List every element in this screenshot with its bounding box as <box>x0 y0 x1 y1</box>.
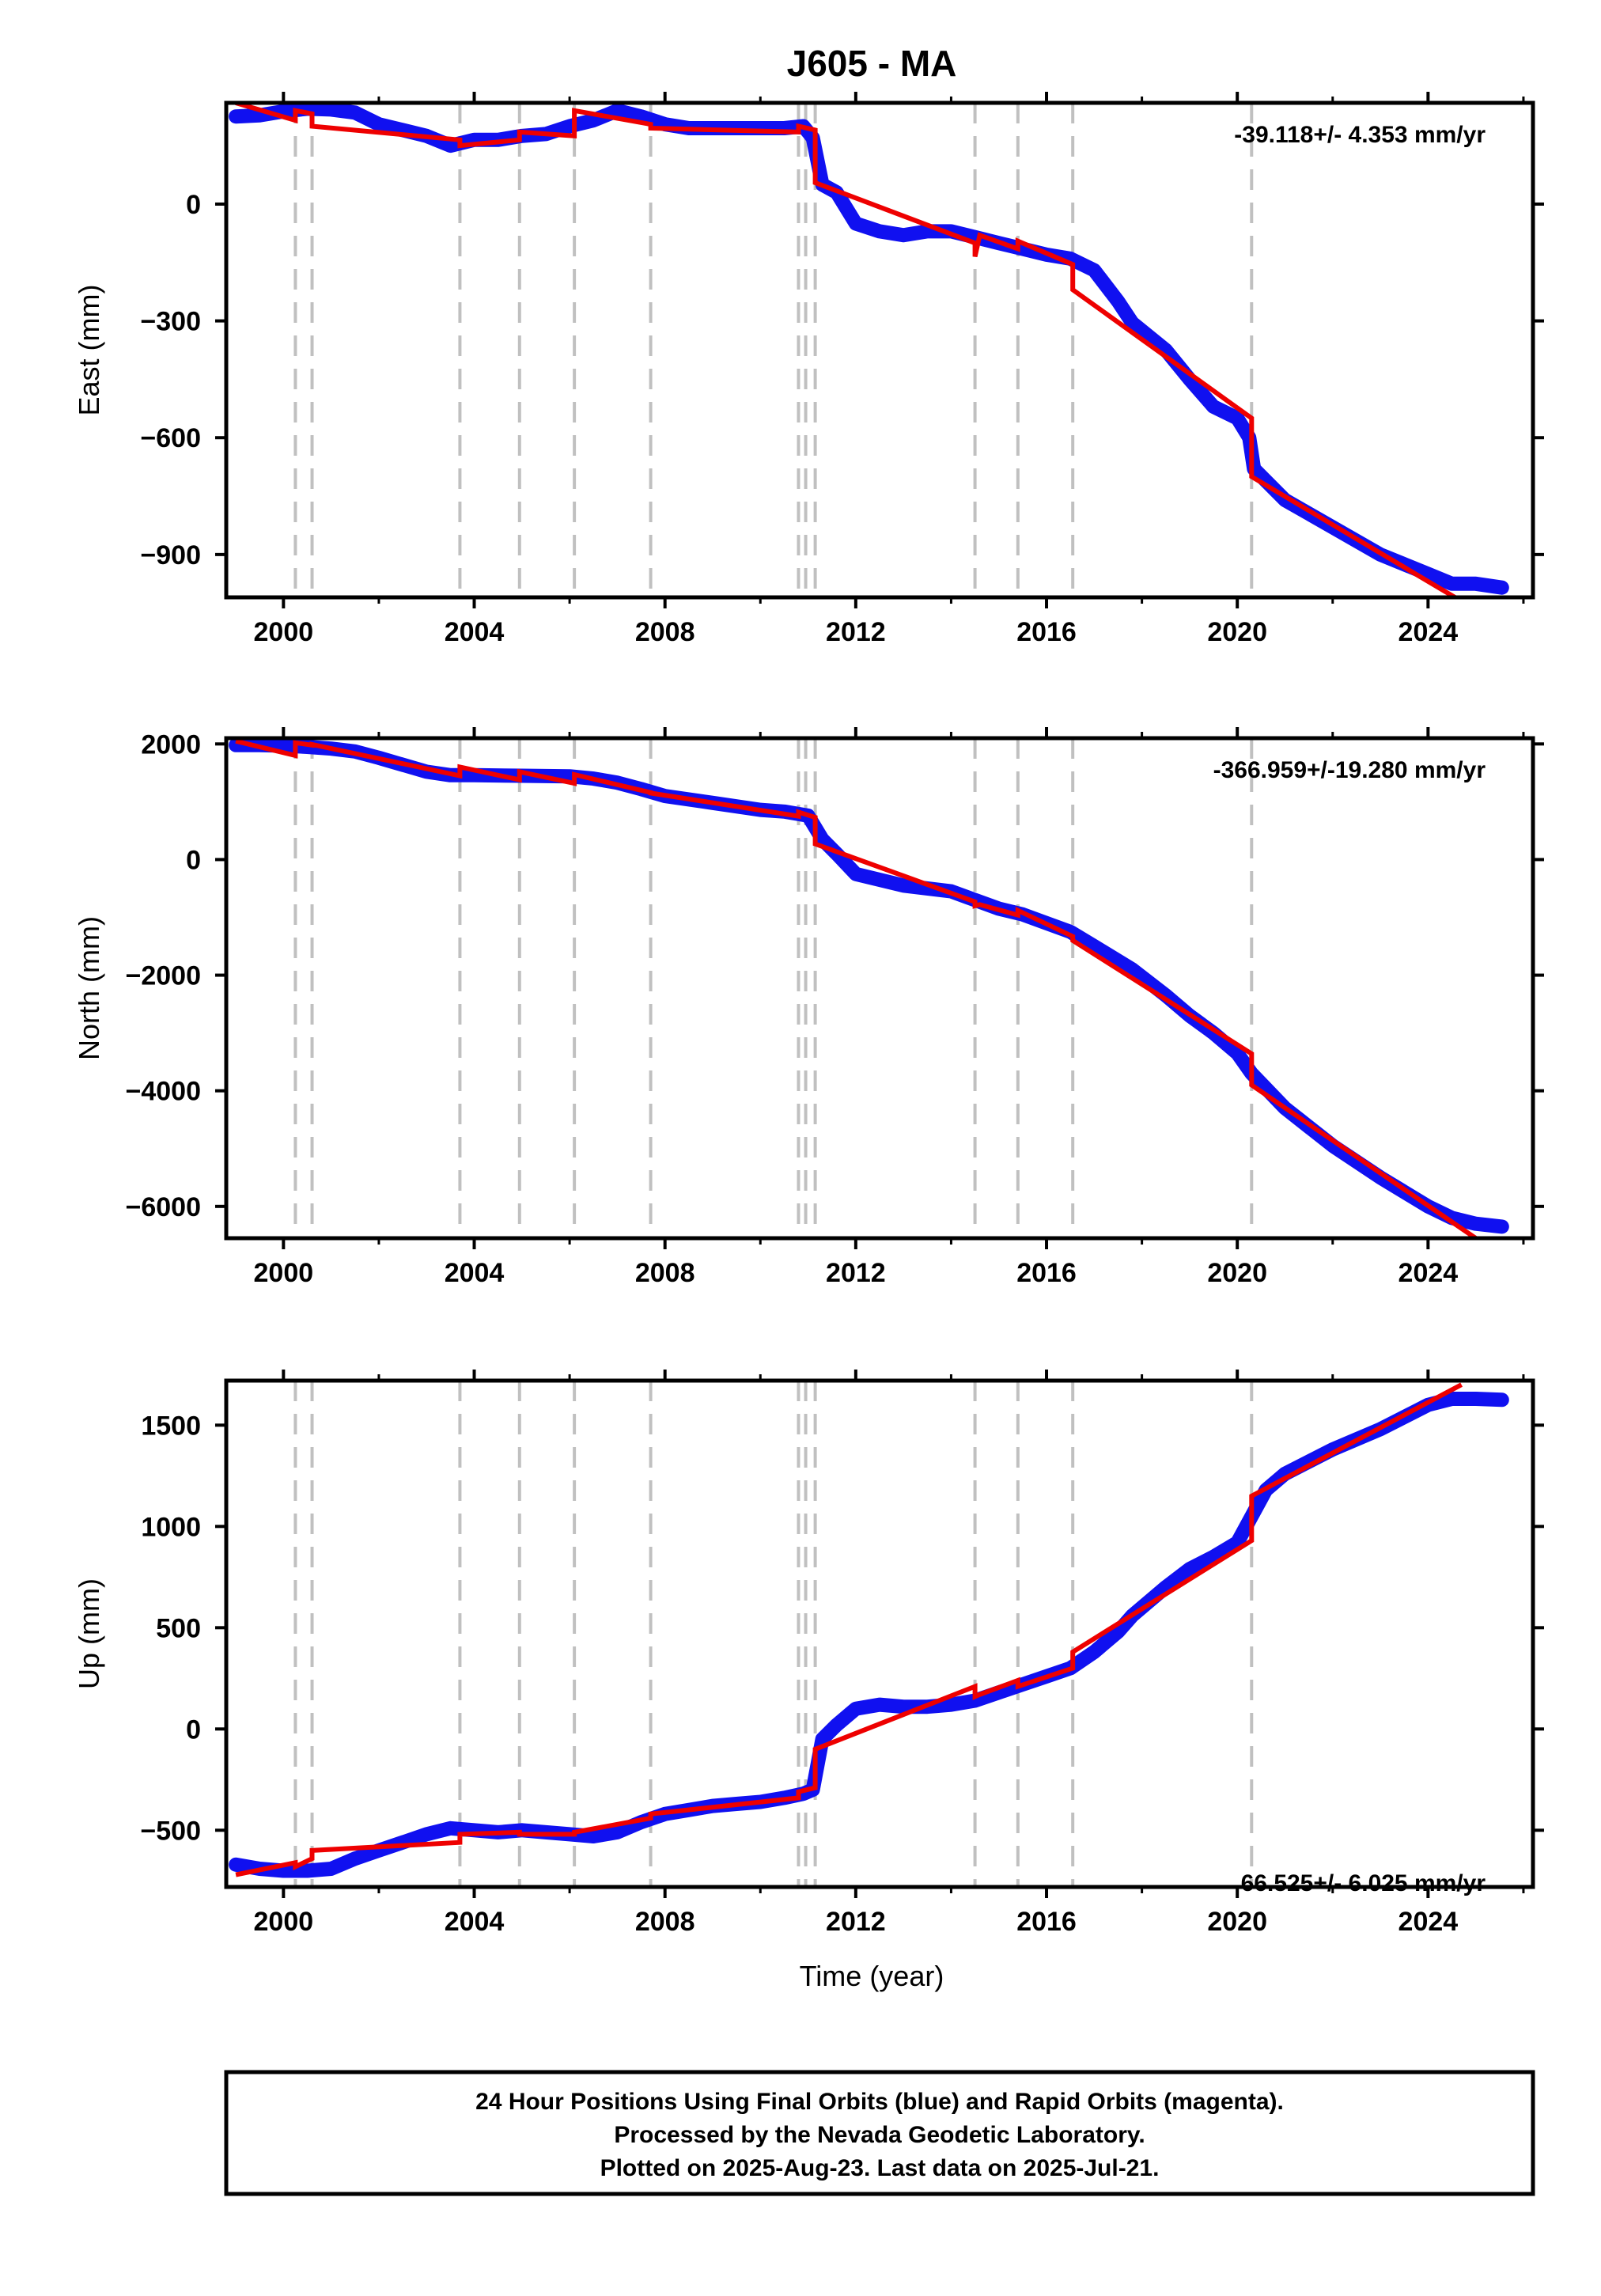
east-y-tick-label: −600 <box>140 423 201 453</box>
east-x-tick-label: 2012 <box>826 617 886 647</box>
north-x-tick-label: 2020 <box>1207 1258 1267 1288</box>
north-x-tick-label: 2016 <box>1016 1258 1077 1288</box>
up-final-orbit-series <box>229 1392 1509 1878</box>
up-velocity-label: 66.525+/- 6.025 mm/yr <box>1241 1870 1486 1896</box>
east-x-tick-label: 2024 <box>1399 617 1459 647</box>
north-panel: 2000 2004 2008 2012 2016 2020 2024 2000 0 −2000 −4… <box>73 727 1544 1288</box>
north-axes-frame <box>224 736 1535 1241</box>
east-x-tick-label: 2008 <box>635 617 695 647</box>
up-y-tick-label: 1500 <box>141 1411 201 1441</box>
up-x-tick-label: 2004 <box>445 1907 505 1937</box>
north-model-fit-line <box>235 738 1478 1238</box>
east-velocity-label: -39.118+/- 4.353 mm/yr <box>1234 122 1486 148</box>
up-x-tick-label: 2000 <box>254 1907 314 1937</box>
footer-box: 24 Hour Positions Using Final Orbits (bl… <box>224 2070 1535 2196</box>
up-axes-frame <box>224 1378 1535 1889</box>
up-x-tick-label: 2008 <box>635 1907 695 1937</box>
up-model-fit-line <box>235 1382 1463 1877</box>
north-y-axis-label: North (mm) <box>73 916 105 1060</box>
up-y-tick-label: 0 <box>186 1714 201 1745</box>
up-panel: 2000 2004 2008 2012 2016 2020 2024 1500 1000 500 0… <box>73 1370 1544 1937</box>
north-x-tick-label: 2000 <box>254 1258 314 1288</box>
up-y-tick-label: −500 <box>140 1816 201 1846</box>
north-x-tick-label: 2024 <box>1399 1258 1459 1288</box>
north-y-tick-label: −4000 <box>126 1077 202 1107</box>
up-x-tick-label: 2024 <box>1399 1907 1459 1937</box>
east-model-fit-line <box>235 103 1460 597</box>
north-x-tick-label: 2012 <box>826 1258 886 1288</box>
east-y-tick-label: −900 <box>140 540 201 570</box>
footer-line-1: 24 Hour Positions Using Final Orbits (bl… <box>475 2089 1284 2115</box>
north-y-tick-label: 0 <box>186 845 201 875</box>
east-x-tick-label: 2004 <box>445 617 505 647</box>
up-y-axis-label: Up (mm) <box>73 1578 105 1689</box>
east-x-tick-label: 2016 <box>1016 617 1077 647</box>
north-y-tick-label: −6000 <box>126 1192 202 1222</box>
east-y-tick-label: −300 <box>140 307 201 337</box>
north-x-tick-label: 2008 <box>635 1258 695 1288</box>
up-x-tick-label: 2012 <box>826 1907 886 1937</box>
north-y-tick-label: 2000 <box>141 729 201 760</box>
north-plot-area <box>226 738 1533 1238</box>
figure-title: J605 - MA <box>787 43 957 84</box>
up-x-tick-label: 2020 <box>1207 1907 1267 1937</box>
up-plot-area <box>226 1381 1533 1887</box>
footer-line-2: Processed by the Nevada Geodetic Laborat… <box>614 2122 1145 2148</box>
footer-line-3: Plotted on 2025-Aug-23. Last data on 202… <box>600 2155 1160 2181</box>
north-x-tick-label: 2004 <box>445 1258 505 1288</box>
x-axis-label: Time (year) <box>800 1960 944 1992</box>
up-x-tick-label: 2016 <box>1016 1907 1077 1937</box>
east-y-axis-label: East (mm) <box>73 285 105 416</box>
east-x-tick-label: 2020 <box>1207 617 1267 647</box>
east-axes-frame <box>224 100 1535 600</box>
east-panel: 2000 2004 2008 2012 2016 2020 2024 0 −300 −600 −90… <box>73 92 1544 647</box>
up-y-tick-label: 1000 <box>141 1512 201 1542</box>
up-y-tick-label: 500 <box>156 1613 201 1643</box>
north-final-orbit-series <box>229 738 1509 1234</box>
east-x-tick-label: 2000 <box>254 617 314 647</box>
east-y-tick-label: 0 <box>186 190 201 220</box>
north-velocity-label: -366.959+/-19.280 mm/yr <box>1213 757 1486 783</box>
north-y-tick-label: −2000 <box>126 961 202 991</box>
